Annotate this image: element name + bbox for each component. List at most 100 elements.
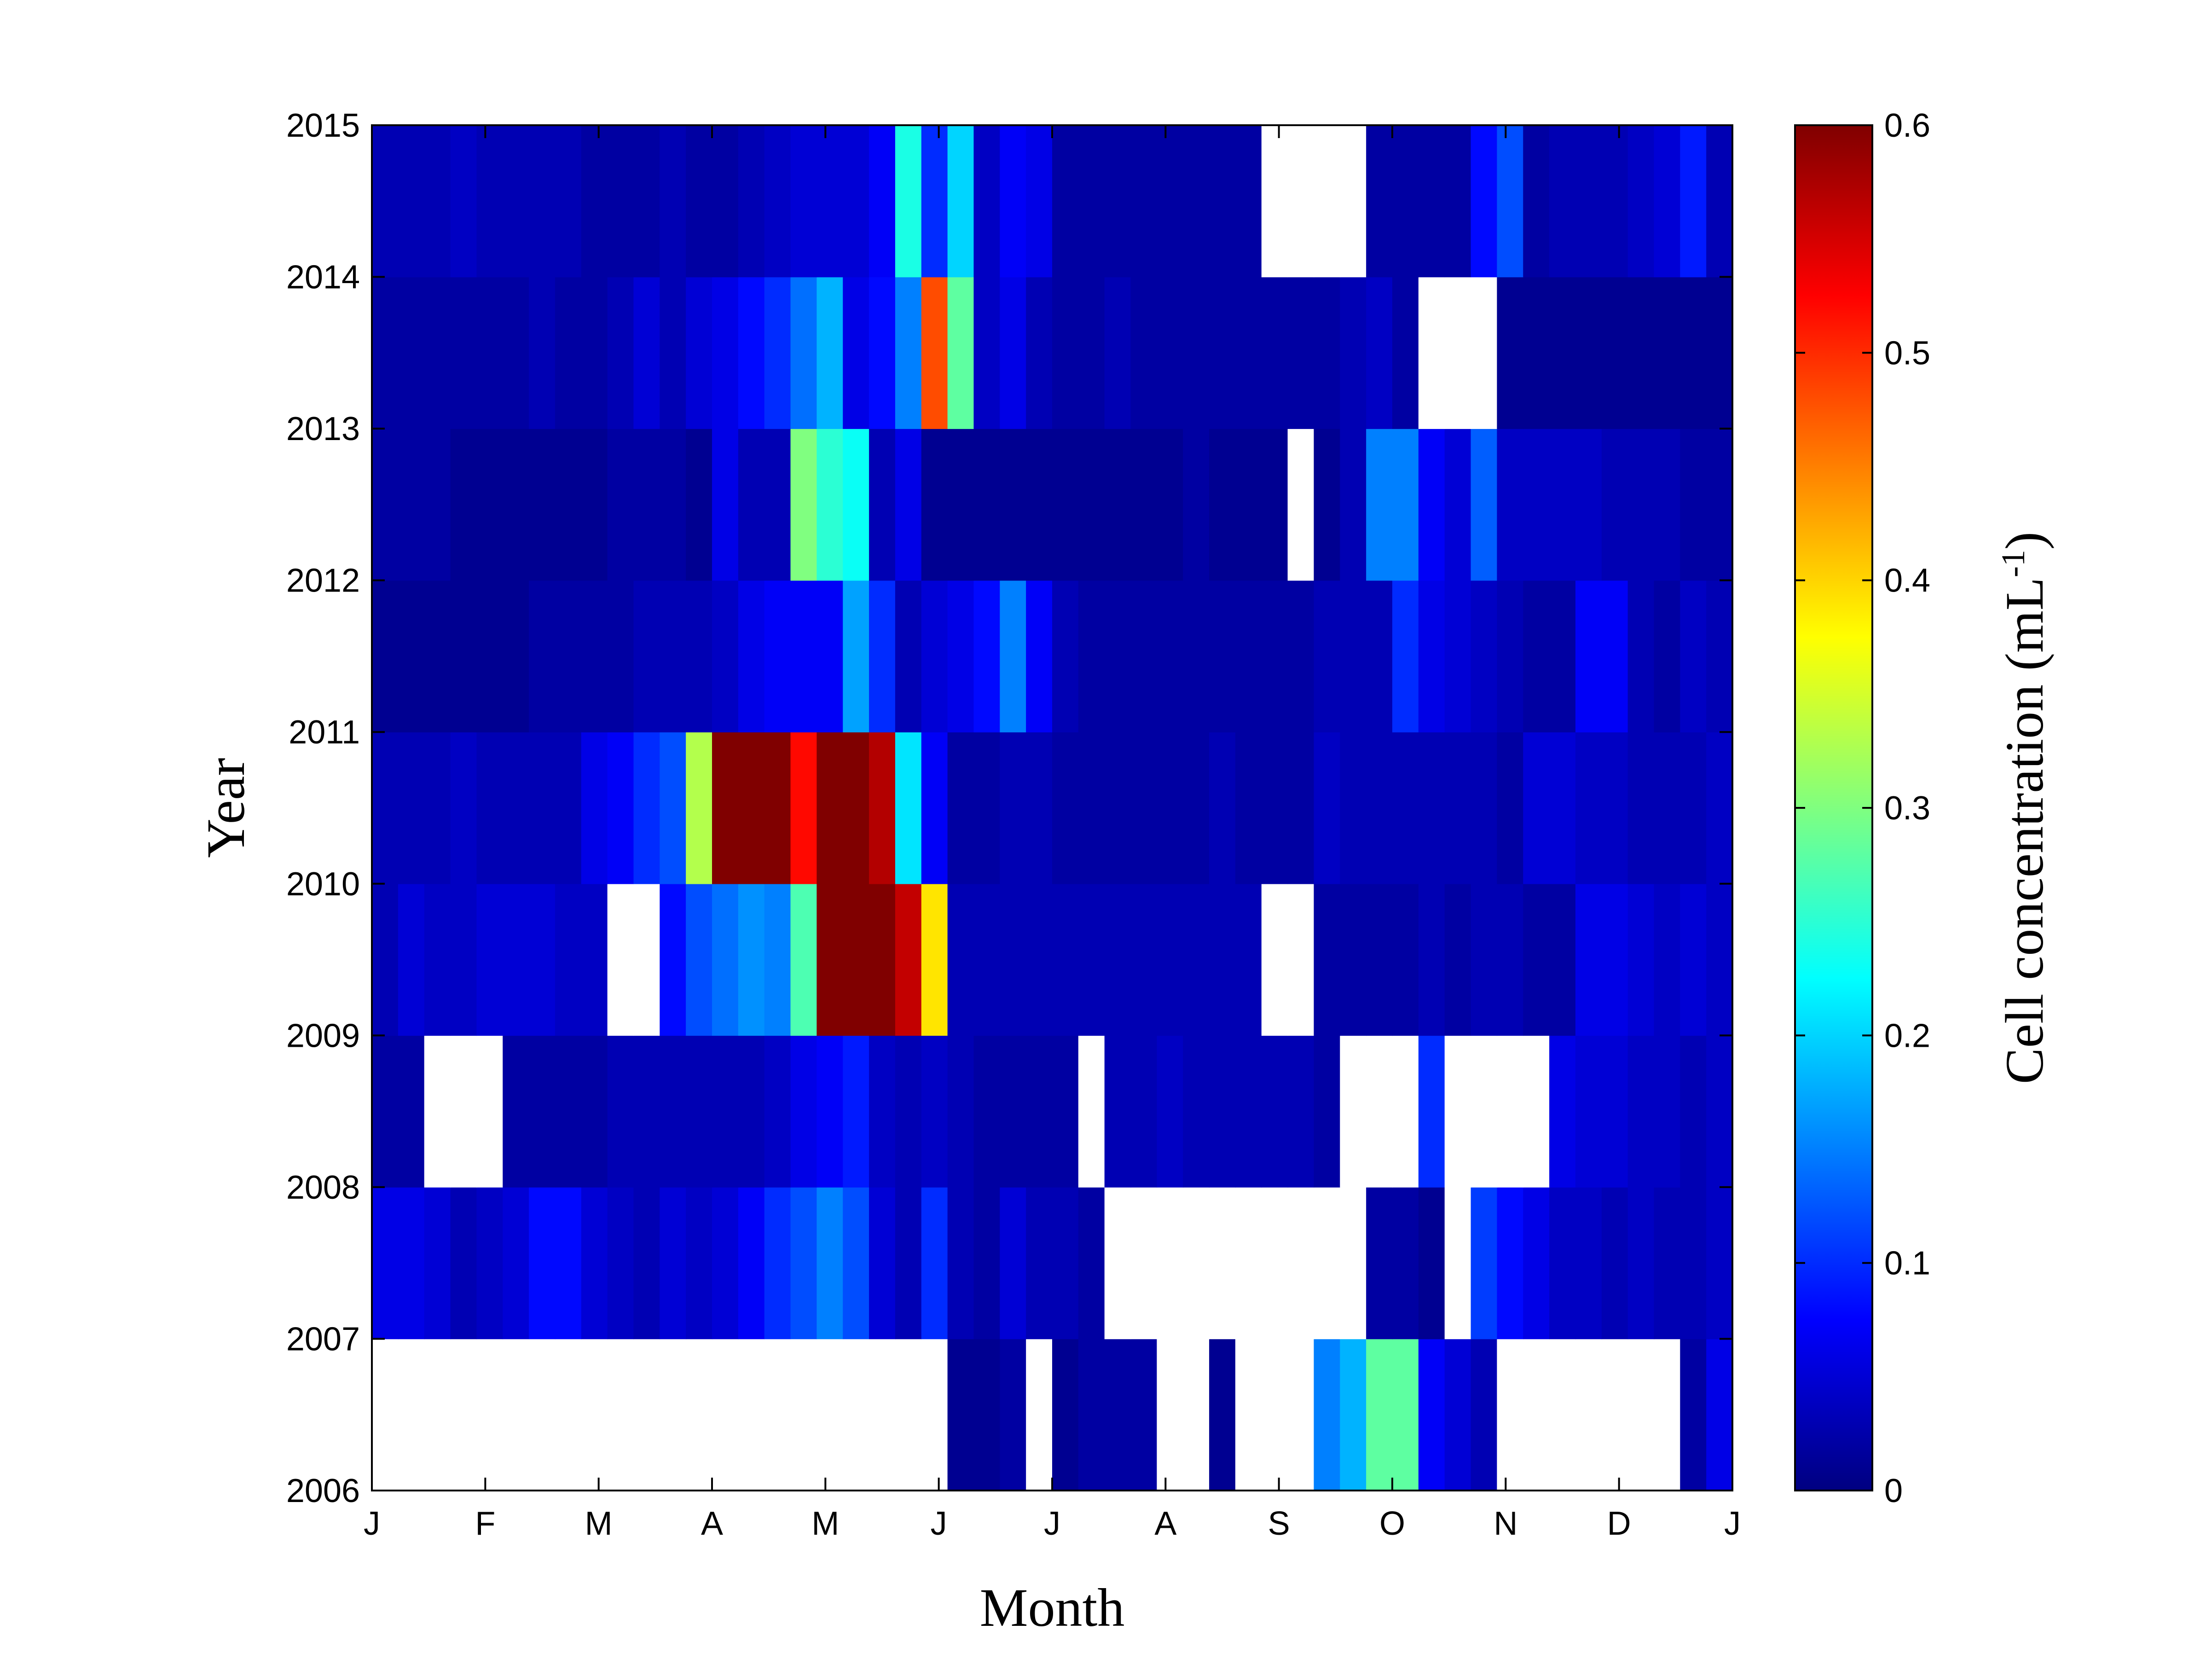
heatmap-cell [947, 883, 974, 1036]
heatmap-cell [1261, 429, 1288, 581]
heatmap-cell [1026, 125, 1053, 278]
heatmap-cell [921, 883, 948, 1036]
heatmap-cell [1706, 732, 1733, 884]
heatmap-cell [1078, 580, 1105, 733]
heatmap-cell [1209, 580, 1236, 733]
heatmap-cell [764, 580, 791, 733]
heatmap-cell [581, 1339, 608, 1491]
heatmap-cell [816, 1035, 844, 1188]
heatmap-cell [1235, 1035, 1262, 1188]
heatmap-cell [1235, 125, 1262, 278]
heatmap-cell [1680, 1339, 1707, 1491]
heatmap-cell [1523, 1035, 1550, 1188]
heatmap-cell [1314, 125, 1341, 278]
y-tick-label: 2008 [286, 1169, 360, 1206]
heatmap-cell [503, 883, 529, 1036]
heatmap-cell [1575, 883, 1602, 1036]
heatmap-cell [1471, 277, 1498, 429]
heatmap-cell [1104, 429, 1131, 581]
heatmap-cell [581, 580, 608, 733]
heatmap-cell [1052, 1187, 1079, 1340]
heatmap-cell [1418, 1339, 1445, 1491]
y-tick-label: 2009 [286, 1017, 360, 1054]
heatmap-cell [1052, 429, 1079, 581]
heatmap-cell [1157, 883, 1184, 1036]
x-tick-label: J [364, 1505, 380, 1542]
heatmap-cell [1471, 732, 1498, 884]
heatmap-cell [1287, 125, 1314, 278]
heatmap-cell [1026, 580, 1053, 733]
heatmap-cell [581, 732, 608, 884]
heatmap-cell [1052, 1035, 1079, 1188]
heatmap-cell [372, 732, 399, 884]
heatmap-cell [1078, 1187, 1105, 1340]
heatmap-cell [1575, 580, 1602, 733]
heatmap-cell [1549, 1339, 1576, 1491]
heatmap-cell [895, 1035, 922, 1188]
heatmap-cell [843, 1035, 869, 1188]
heatmap-cell [398, 1187, 425, 1340]
heatmap-cell [816, 1339, 844, 1491]
heatmap-cell [1601, 1187, 1628, 1340]
heatmap-cell [1078, 732, 1105, 884]
heatmap-cell [1444, 732, 1471, 884]
heatmap-cell [947, 732, 974, 884]
heatmap-cell [1078, 1339, 1105, 1491]
heatmap-cell [1706, 277, 1733, 429]
heatmap-cell [712, 1339, 739, 1491]
heatmap-cell [1627, 883, 1655, 1036]
colorbar: 0 0.1 0.2 0.3 0.4 0.5 0.6 [1794, 107, 1930, 1509]
heatmap-cell [1601, 1339, 1628, 1491]
heatmap-cell [1104, 277, 1131, 429]
heatmap-cell [1392, 732, 1419, 884]
heatmap-cell [686, 277, 712, 429]
heatmap-cell [1444, 1187, 1471, 1340]
heatmap-cell [1549, 1035, 1576, 1188]
heatmap-cell [1078, 277, 1105, 429]
heatmap-cell [1549, 429, 1576, 581]
heatmap-cell [529, 1035, 556, 1188]
heatmap-cell [686, 883, 712, 1036]
heatmap-cell [1314, 883, 1341, 1036]
heatmap-cell [1157, 429, 1184, 581]
heatmap-cell [476, 580, 504, 733]
heatmap-cell [973, 125, 1001, 278]
heatmap-cell [816, 429, 844, 581]
heatmap-cell [1523, 429, 1550, 581]
heatmap-cell [1706, 125, 1733, 278]
heatmap-cell [1287, 1187, 1314, 1340]
heatmap-cell [1000, 125, 1026, 278]
heatmap-cell [921, 1339, 948, 1491]
heatmap-cell [947, 1035, 974, 1188]
heatmap-cell [476, 732, 504, 884]
heatmap-cell [1418, 1187, 1445, 1340]
heatmap-cell [738, 732, 765, 884]
heatmap-cell [764, 429, 791, 581]
heatmap-cell [686, 1035, 712, 1188]
heatmap-cell [398, 732, 425, 884]
heatmap-cell [1130, 1187, 1158, 1340]
heatmap-cell [790, 1035, 817, 1188]
heatmap-cell [581, 277, 608, 429]
heatmap-cell [1497, 125, 1524, 278]
heatmap-cell [1392, 277, 1419, 429]
heatmap-cell [1444, 1339, 1471, 1491]
heatmap-cell [1366, 732, 1393, 884]
heatmap-cell [843, 1339, 869, 1491]
heatmap-cell [398, 1339, 425, 1491]
heatmap-cell [1471, 883, 1498, 1036]
heatmap-cell [1026, 883, 1053, 1036]
heatmap-cell [869, 277, 896, 429]
heatmap-cell [1627, 1339, 1655, 1491]
heatmap-cell [503, 125, 529, 278]
heatmap-cell [607, 125, 634, 278]
heatmap-cell [424, 125, 451, 278]
heatmap-cell [607, 1339, 634, 1491]
heatmap-cell [1261, 732, 1288, 884]
heatmap-cell [450, 883, 477, 1036]
heatmap-cell [1601, 1035, 1628, 1188]
heatmap-cell [1523, 732, 1550, 884]
heatmap-cell [1601, 580, 1628, 733]
heatmap-cell [1392, 883, 1419, 1036]
